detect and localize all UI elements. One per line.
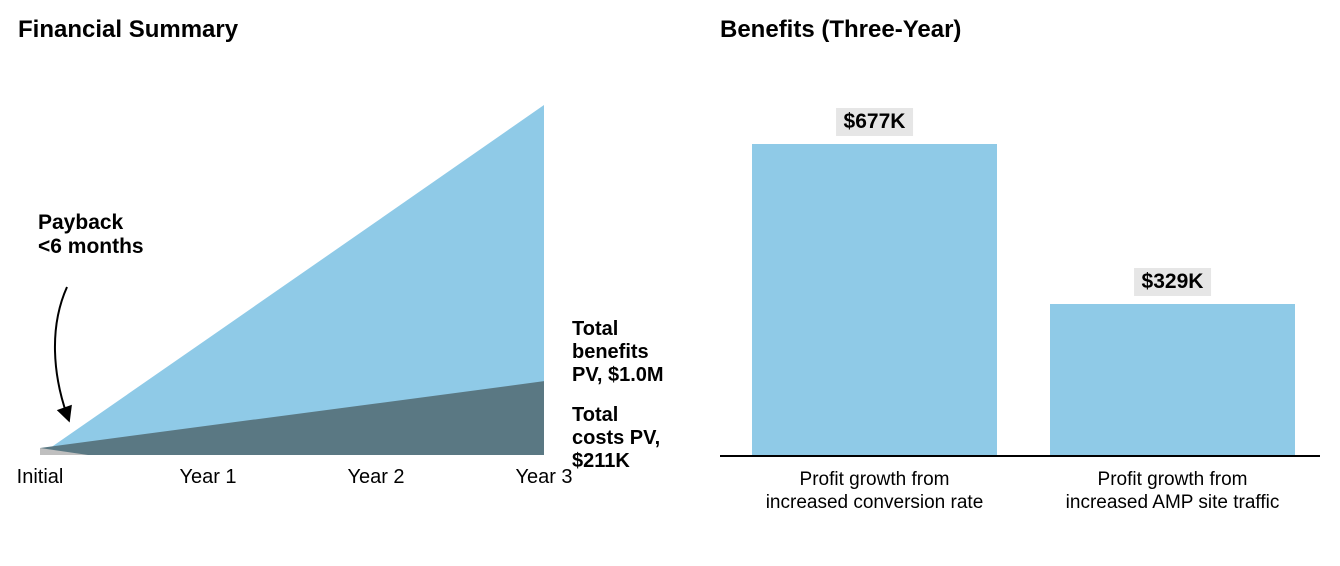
financial-summary-chart: Initial Year 1 Year 2 Year 3 Payback<6 month…: [12, 105, 580, 495]
benefit-bar-0: $677K: [752, 144, 997, 455]
x-tick-initial: Initial: [17, 466, 64, 488]
total-costs-label: Total costs PV, $211K: [572, 404, 660, 473]
total-benefits-line2: benefits: [572, 341, 664, 364]
benefit-bar-value-1: $329K: [1134, 268, 1212, 296]
benefit-bar-label-1-line2: increased AMP site traffic: [1035, 492, 1310, 515]
payback-arrow: [55, 287, 67, 415]
right-panel-title: Benefits (Three-Year): [720, 16, 961, 44]
x-tick-year-2: Year 2: [347, 466, 404, 488]
benefit-bar-value-0: $677K: [836, 108, 914, 136]
total-benefits-line3: PV, $1.0M: [572, 364, 664, 387]
total-costs-line3: $211K: [572, 450, 660, 473]
benefit-bar-label-0-line1: Profit growth from: [737, 469, 1012, 492]
area-chart-svg: Initial Year 1 Year 2 Year 3 Payback<6 month…: [12, 105, 580, 495]
total-costs-line1: Total: [572, 404, 660, 427]
total-costs-line2: costs PV,: [572, 427, 660, 450]
total-benefits-label: Total benefits PV, $1.0M: [572, 318, 664, 387]
benefit-bar-label-0: Profit growth fromincreased conversion r…: [737, 469, 1012, 515]
payback-callout-line2: <6 months: [38, 235, 144, 258]
x-tick-year-1: Year 1: [179, 466, 236, 488]
x-tick-year-3: Year 3: [515, 466, 572, 488]
benefit-bar-label-1-line1: Profit growth from: [1035, 469, 1310, 492]
left-panel-title: Financial Summary: [18, 16, 238, 44]
benefit-bar-label-1: Profit growth fromincreased AMP site tra…: [1035, 469, 1310, 515]
benefit-bar-1: $329K: [1050, 304, 1295, 455]
benefits-bar-chart: $677KProfit growth fromincreased convers…: [720, 135, 1320, 457]
payback-callout-line1: Payback: [38, 211, 124, 234]
benefit-bar-label-0-line2: increased conversion rate: [737, 492, 1012, 515]
bar-chart-area: $677KProfit growth fromincreased convers…: [720, 135, 1320, 457]
total-benefits-line1: Total: [572, 318, 664, 341]
